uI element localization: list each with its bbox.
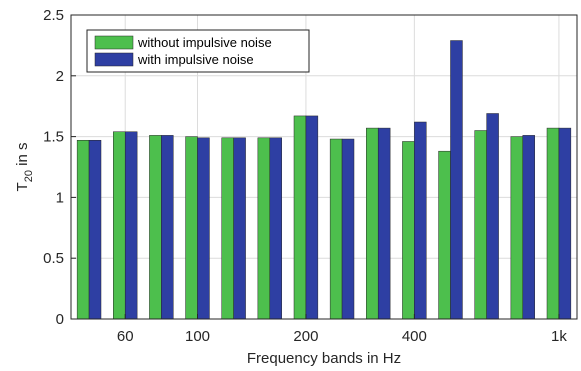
bar-with-impulsive-noise [88, 139, 102, 320]
x-tick-label: 200 [293, 328, 318, 345]
y-tick-label: 1 [56, 189, 64, 206]
bar-without-impulsive-noise [293, 115, 307, 320]
bar-with-impulsive-noise [522, 135, 535, 320]
legend-swatch-without [94, 35, 134, 50]
y-tick-label: 2 [56, 68, 64, 85]
bar-with-impulsive-noise [124, 131, 138, 320]
legend: without impulsive noise with impulsive n… [86, 29, 310, 73]
y-axis-label-subscript: 20 [23, 170, 35, 182]
bar-with-impulsive-noise [341, 138, 355, 320]
bar-with-impulsive-noise [305, 115, 319, 320]
bar-without-impulsive-noise [510, 136, 524, 320]
y-axis-label-main: T [14, 182, 31, 191]
legend-label-with: with impulsive noise [137, 52, 254, 67]
x-tick-label: 1k [551, 328, 567, 345]
y-axis-label: T20 in s [14, 143, 35, 192]
y-tick-label: 0 [56, 311, 64, 328]
axes-frame [70, 14, 578, 320]
bar-series [76, 40, 572, 320]
bar-without-impulsive-noise [329, 138, 343, 320]
legend-swatch-with [94, 52, 134, 67]
bar-without-impulsive-noise [402, 141, 415, 320]
bar-with-impulsive-noise [197, 137, 210, 320]
x-axis-label: Frequency bands in Hz [247, 350, 401, 367]
bar-with-impulsive-noise [269, 137, 282, 320]
y-tick-label: 0.5 [43, 250, 64, 267]
legend-label-without: without impulsive noise [137, 35, 272, 50]
bar-with-impulsive-noise [377, 127, 391, 320]
bar-with-impulsive-noise [161, 135, 174, 320]
bar-with-impulsive-noise [558, 127, 572, 320]
bar-with-impulsive-noise [450, 40, 463, 320]
bar-without-impulsive-noise [438, 150, 451, 320]
x-tick-label: 60 [117, 328, 134, 345]
y-axis-ticks: 0 0.5 1 1.5 2 2.5 [43, 7, 76, 328]
bar-with-impulsive-noise [486, 113, 499, 320]
bar-without-impulsive-noise [185, 136, 198, 320]
bar-without-impulsive-noise [474, 130, 487, 320]
x-tick-label: 400 [402, 328, 427, 345]
bar-without-impulsive-noise [366, 127, 379, 320]
bar-without-impulsive-noise [221, 137, 234, 320]
y-tick-label: 1.5 [43, 129, 64, 146]
x-tick-label: 100 [185, 328, 210, 345]
bar-without-impulsive-noise [113, 131, 126, 320]
bar-without-impulsive-noise [257, 137, 271, 320]
y-axis-label-rest: in s [14, 143, 31, 171]
x-axis-ticks: 60 100 200 400 1k [117, 314, 567, 345]
bar-without-impulsive-noise [149, 135, 162, 320]
bar-with-impulsive-noise [233, 137, 246, 320]
y-tick-label: 2.5 [43, 7, 64, 24]
bar-without-impulsive-noise [546, 127, 560, 320]
bar-with-impulsive-noise [414, 121, 427, 320]
bar-without-impulsive-noise [76, 139, 90, 320]
